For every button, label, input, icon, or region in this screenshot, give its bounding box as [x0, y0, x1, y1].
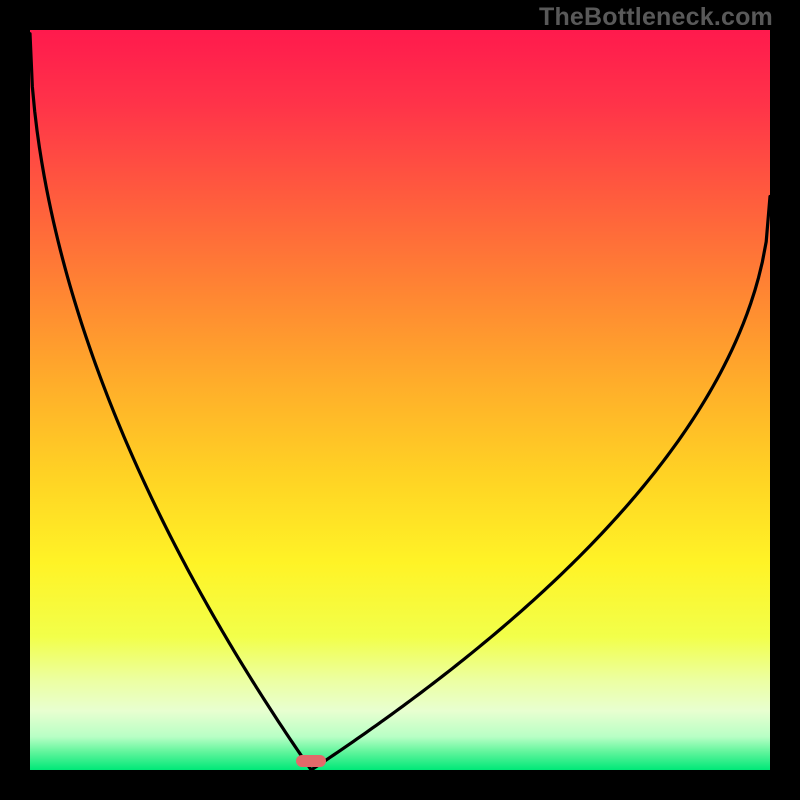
optimum-marker: [296, 755, 326, 767]
watermark-text: TheBottleneck.com: [539, 3, 773, 32]
plot-area: [30, 30, 770, 770]
bottleneck-curve: [30, 30, 770, 770]
